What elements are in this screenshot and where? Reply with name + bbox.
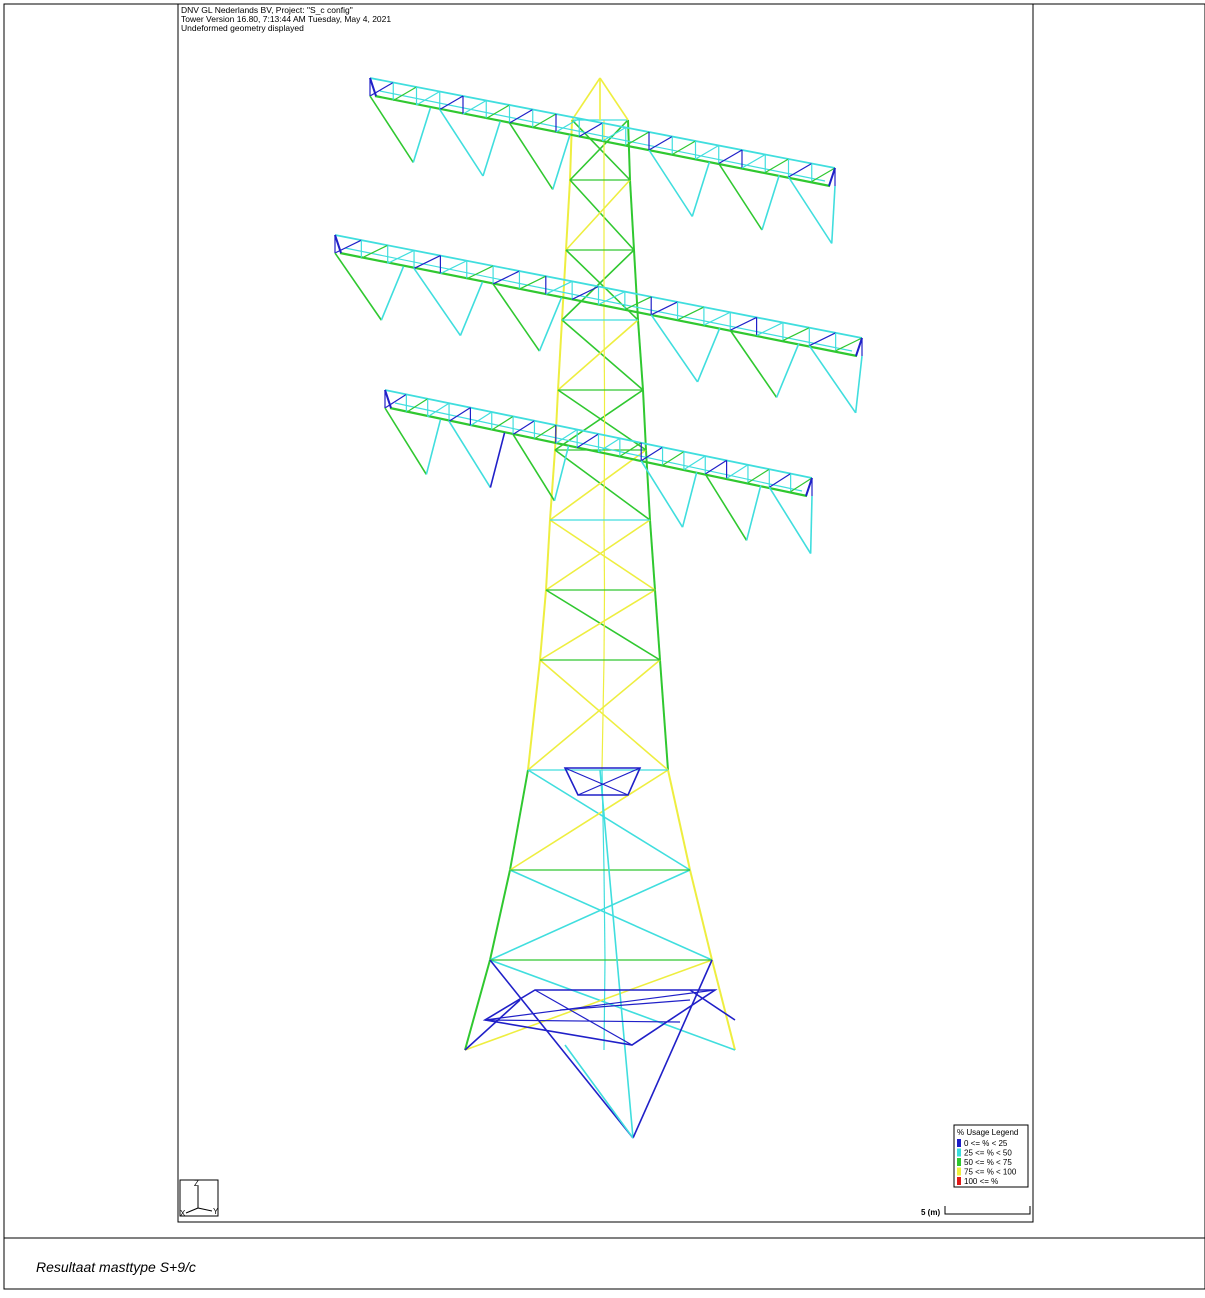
axis-label: X [180, 1209, 186, 1218]
caption: Resultaat masttype S+9/c [36, 1259, 196, 1275]
legend-swatch [957, 1158, 961, 1166]
header-line: Undeformed geometry displayed [181, 23, 304, 33]
legend-swatch [957, 1168, 961, 1176]
legend-label: 75 <= % < 100 [964, 1168, 1017, 1177]
member [604, 450, 605, 520]
axis-label: Z [194, 1179, 199, 1188]
member [604, 520, 605, 590]
legend-label: 0 <= % < 25 [964, 1139, 1008, 1148]
legend: % Usage Legend 0 <= % < 2525 <= % < 5050… [954, 1125, 1028, 1187]
legend-label: 100 <= % [964, 1177, 998, 1186]
legend-swatch [957, 1177, 961, 1185]
legend-label: 25 <= % < 50 [964, 1149, 1012, 1158]
legend-swatch [957, 1139, 961, 1147]
member [604, 320, 605, 390]
page: DNV GL Nederlands BV, Project: "S_c conf… [0, 0, 1205, 1298]
legend-swatch [957, 1149, 961, 1157]
scale-label: 5 (m) [921, 1208, 940, 1217]
document: DNV GL Nederlands BV, Project: "S_c conf… [0, 0, 1205, 1293]
figure-frame [178, 4, 1033, 1222]
legend-title: % Usage Legend [957, 1128, 1018, 1137]
axis-label: Y [213, 1207, 219, 1216]
member [604, 590, 605, 660]
legend-label: 50 <= % < 75 [964, 1158, 1012, 1167]
